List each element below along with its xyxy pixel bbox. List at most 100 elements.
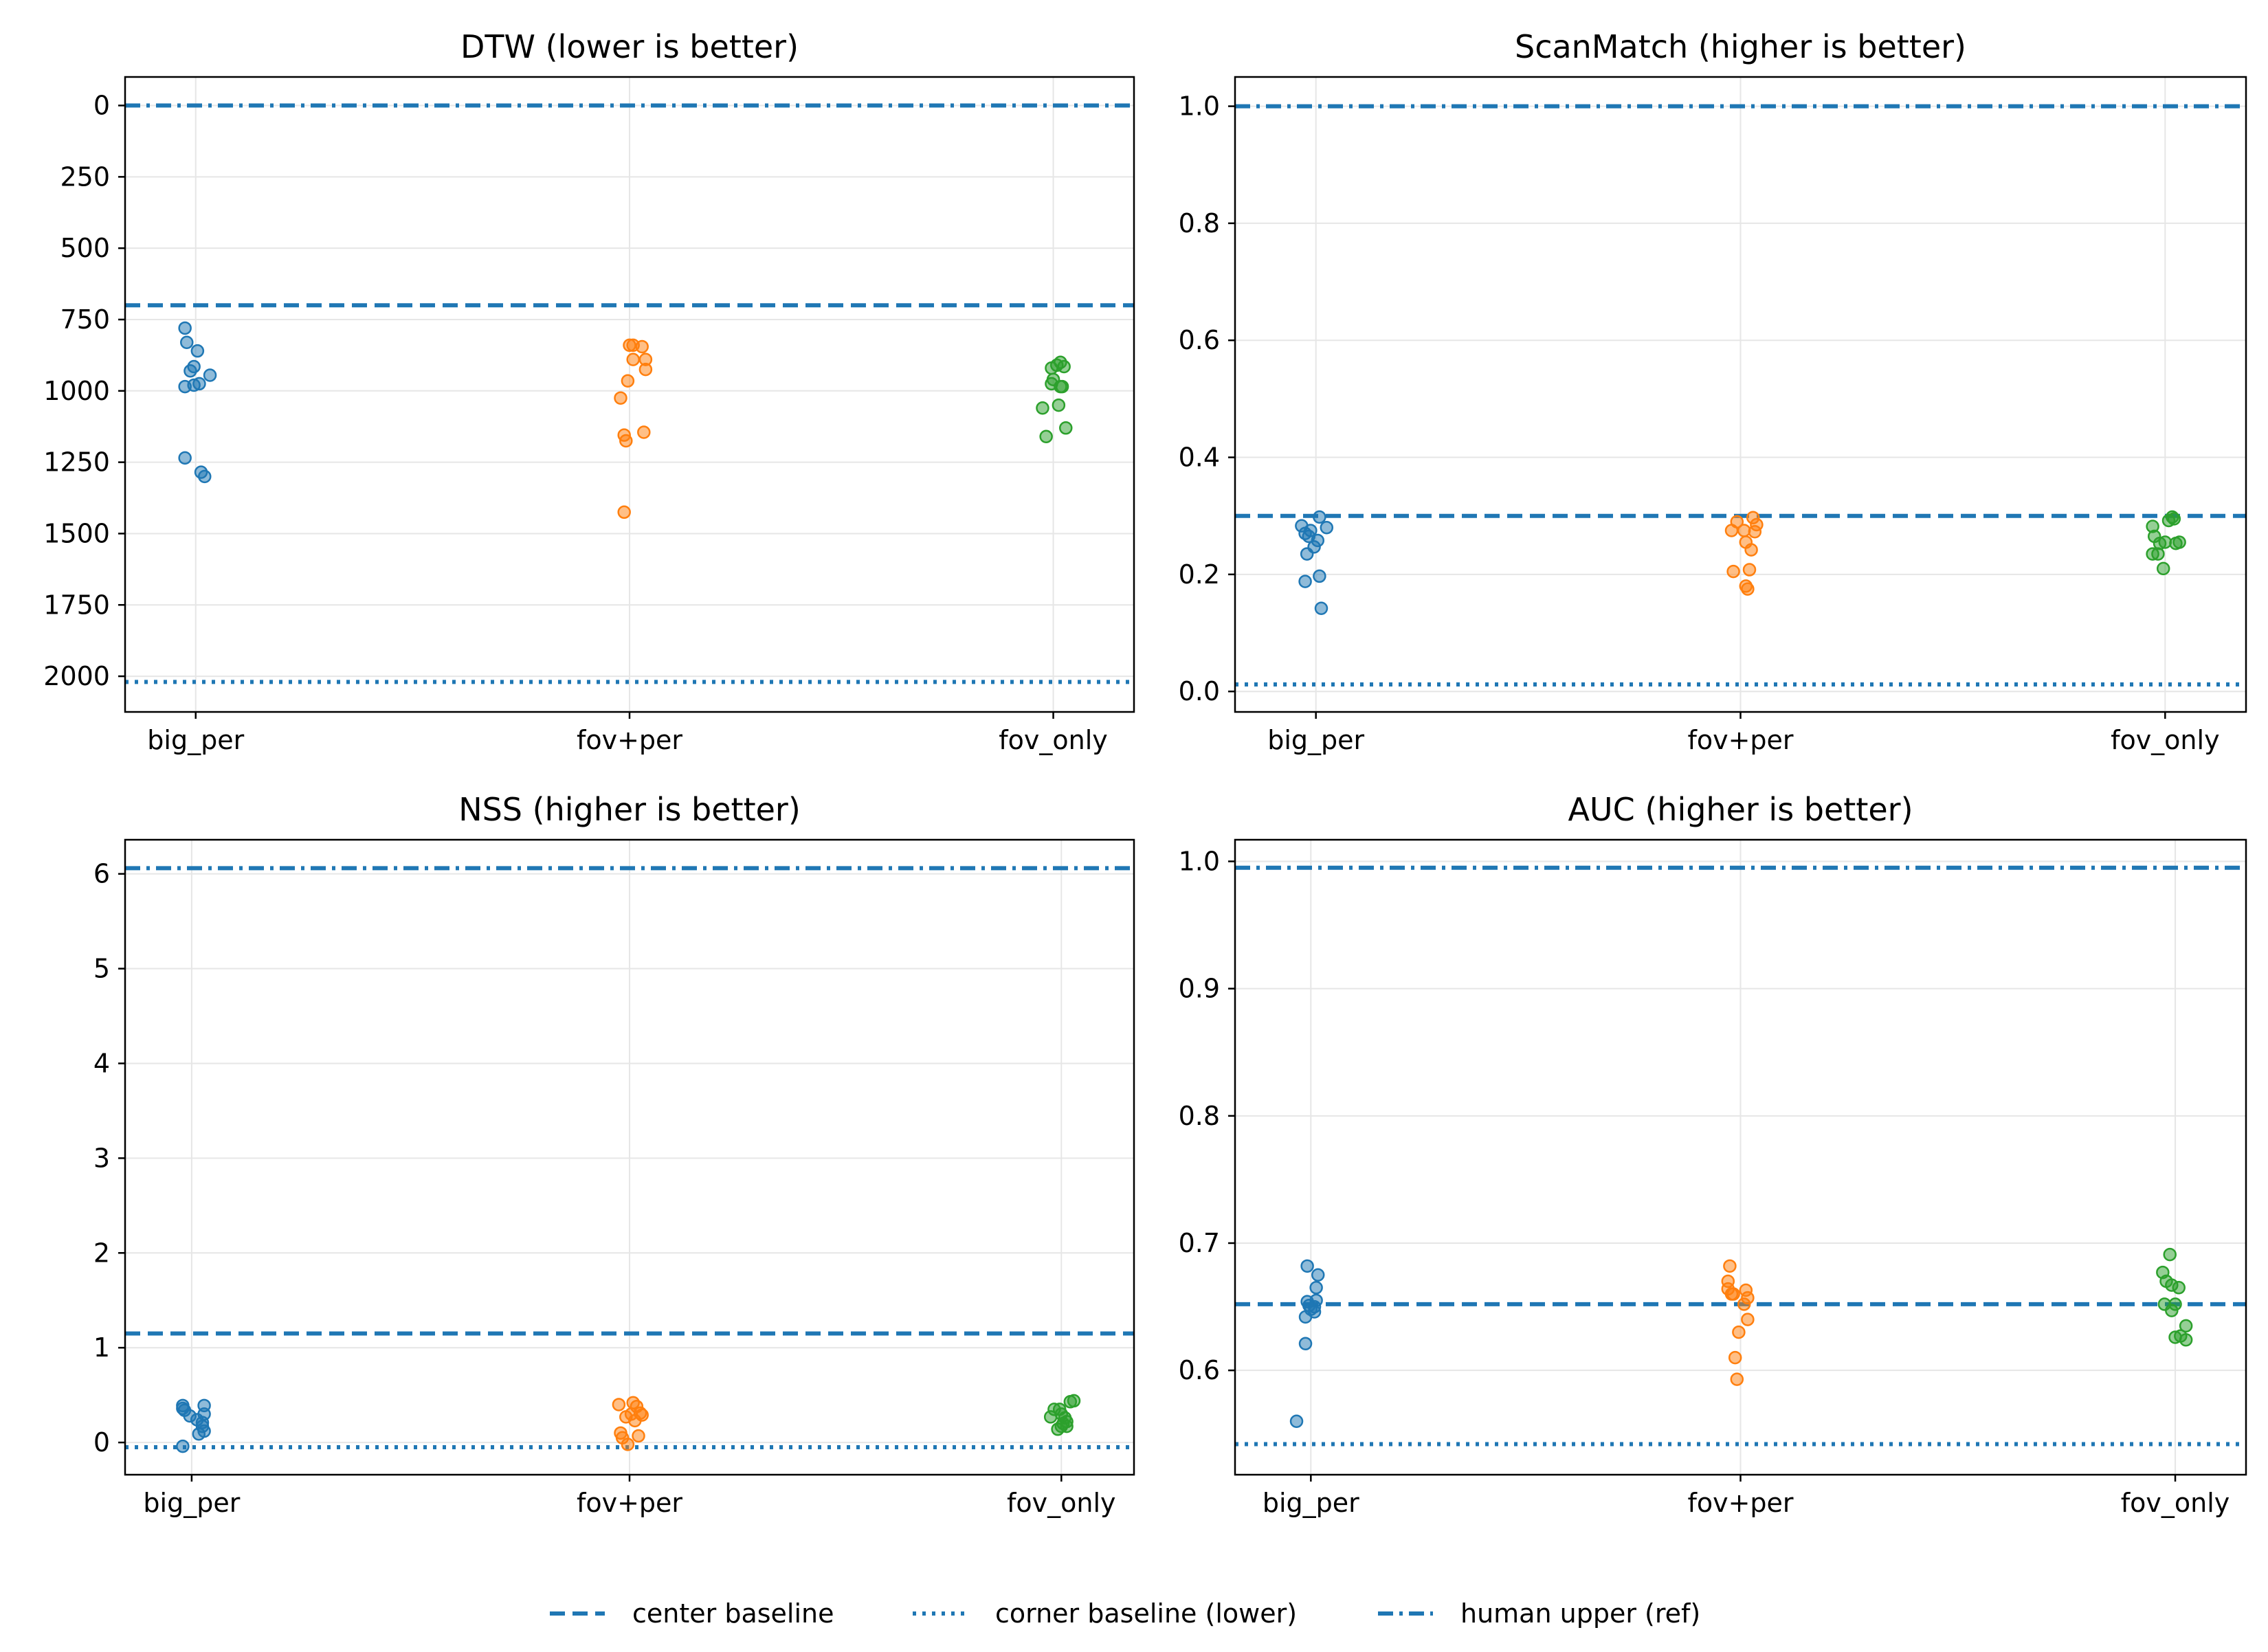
legend-item-dashed: center baseline [550, 1598, 834, 1629]
panel-3: 0 1 2 3 4 5 6 big_per fov+per fov_only NSS (higher… [93, 791, 1135, 1518]
y-tick-label: 1.0 [1179, 846, 1220, 876]
data-point [1732, 1325, 1746, 1339]
data-point [1052, 398, 1066, 412]
y-tick-label: 1000 [43, 376, 110, 406]
data-point [178, 451, 192, 465]
x-tick-label: big_per [143, 1488, 240, 1518]
data-point [180, 335, 194, 349]
baselines [125, 103, 1134, 684]
grid [125, 840, 1134, 1475]
data-point [1314, 601, 1328, 616]
data-point [614, 391, 627, 405]
data-point [1744, 543, 1758, 557]
series-fov+per [1724, 511, 1764, 596]
data-point [1723, 1259, 1737, 1273]
panel-title: NSS (higher is better) [458, 791, 801, 828]
y-tick-label: 5 [93, 954, 110, 984]
series-big_per [178, 321, 217, 484]
x-tick-label: fov_only [999, 725, 1108, 755]
y-tick-label: 0.8 [1179, 1101, 1220, 1131]
data-point [1742, 563, 1757, 577]
y-tick-label: 0.9 [1179, 974, 1220, 1004]
data-point [635, 1408, 649, 1422]
data-point [1060, 1419, 1074, 1433]
series-fov+per [612, 1396, 649, 1451]
data-point [1730, 515, 1744, 528]
y-tick-label: 250 [60, 161, 110, 192]
data-point [1289, 1414, 1304, 1428]
y-tick-label: 0.6 [1179, 1355, 1220, 1385]
data-point [1730, 1372, 1744, 1386]
data-point [198, 469, 212, 484]
x-tick-label: fov+per [1687, 1488, 1793, 1518]
data-point [203, 368, 217, 382]
y-tick-label: 1750 [43, 590, 110, 620]
data-point [1036, 401, 1049, 415]
data-point [619, 434, 633, 448]
x-tick-label: fov_only [2111, 725, 2220, 755]
data-point [1054, 355, 1067, 370]
y-tick-label: 0.7 [1179, 1228, 1220, 1258]
data-point [1311, 1268, 1325, 1282]
panel-title: AUC (higher is better) [1568, 791, 1913, 828]
series-big_per [1295, 510, 1334, 616]
data-point [1300, 1259, 1314, 1273]
x-tick-label: fov+per [577, 725, 682, 755]
data-point [2163, 1247, 2177, 1262]
grid [1235, 77, 2246, 712]
y-tick-label: 6 [93, 859, 110, 889]
data-point [1298, 574, 1312, 588]
panel-title: ScanMatch (higher is better) [1515, 28, 1966, 65]
data-point [187, 359, 201, 374]
grid [125, 77, 1134, 712]
panel-2: 0.0 0.2 0.4 0.6 0.8 1.0 big_per fov+per fov_only… [1179, 28, 2247, 755]
data-point [638, 362, 653, 377]
data-point [1726, 564, 1740, 579]
y-tick-label: 750 [60, 304, 110, 335]
data-point [2179, 1332, 2193, 1347]
data-point [1302, 1298, 1316, 1313]
y-tick-label: 1 [93, 1332, 110, 1363]
data-point [1741, 1313, 1755, 1326]
data-point [2158, 535, 2172, 549]
legend-item-dashdot: human upper (ref) [1378, 1598, 1700, 1629]
y-tick-label: 0.0 [1179, 676, 1220, 706]
baselines [1235, 104, 2246, 687]
y-tick-label: 3 [93, 1143, 110, 1173]
data-point [176, 1439, 190, 1453]
data-point [1741, 1291, 1755, 1305]
data-point [1313, 569, 1326, 583]
y-tick-label: 1250 [43, 447, 110, 478]
data-point [1039, 429, 1053, 444]
y-tick-label: 0.8 [1179, 208, 1220, 238]
y-tick-label: 0 [93, 91, 110, 121]
legend-item-dotted: corner baseline (lower) [913, 1598, 1297, 1629]
series-big_per [176, 1398, 211, 1453]
data-point [1059, 421, 1073, 435]
x-tick-label: big_per [1263, 1488, 1359, 1518]
data-point [1309, 1281, 1323, 1295]
data-point [197, 1398, 211, 1413]
y-tick-label: 2000 [43, 661, 110, 691]
data-point [1067, 1394, 1081, 1408]
data-point [192, 377, 206, 391]
x-tick-label: big_per [147, 725, 244, 755]
data-point [190, 344, 205, 358]
y-tick-label: 1.0 [1179, 91, 1220, 122]
data-point [178, 321, 192, 335]
y-tick-label: 0.4 [1179, 443, 1220, 473]
panel-title: DTW (lower is better) [460, 28, 799, 65]
data-point [1055, 379, 1069, 394]
x-tick-label: fov_only [2121, 1488, 2230, 1518]
data-point [2172, 535, 2186, 549]
legend-label: corner baseline (lower) [995, 1598, 1297, 1629]
data-point [1741, 582, 1755, 596]
series-fov_only [1043, 1394, 1081, 1436]
data-point [2156, 561, 2170, 576]
data-point [635, 339, 649, 354]
y-tick-label: 0.6 [1179, 325, 1220, 355]
y-tick-label: 500 [60, 233, 110, 263]
data-point [1298, 1337, 1313, 1351]
data-point [197, 1424, 211, 1438]
